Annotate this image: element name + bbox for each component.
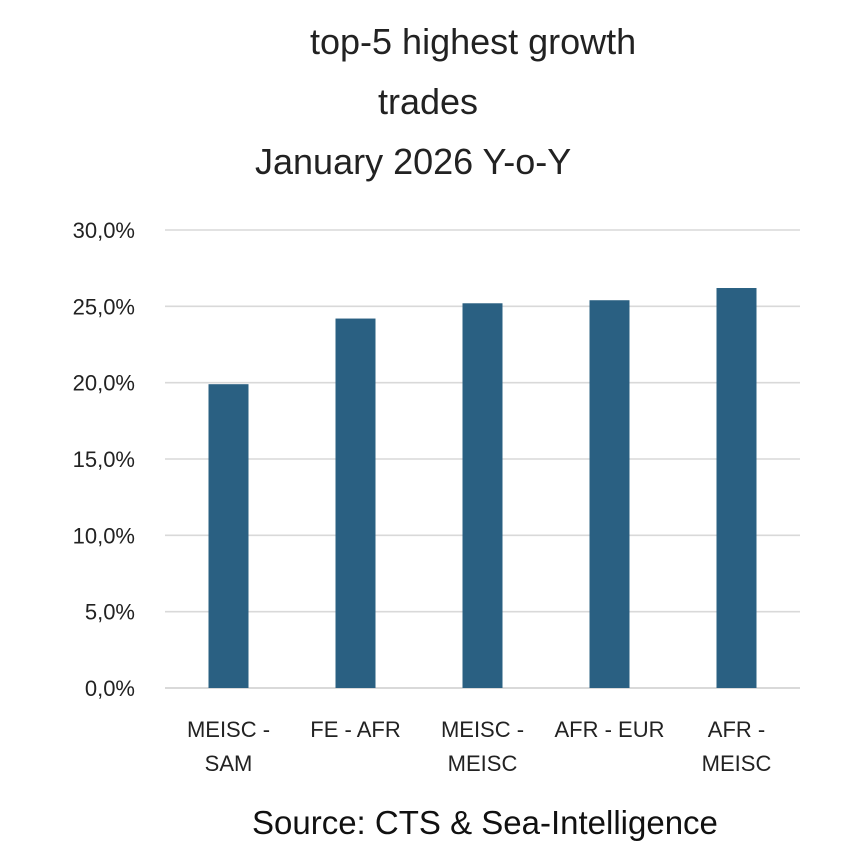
y-tick-label: 5,0% [85,600,135,625]
y-tick-label: 25,0% [73,294,135,319]
source-note: Source: CTS & Sea-Intelligence [252,804,718,841]
bar [335,318,376,688]
chart-title-line-3: January 2026 Y-o-Y [255,141,572,182]
y-tick-label: 10,0% [73,523,135,548]
x-axis-tick-labels: MEISC -SAM FE - AFR MEISC -MEISC AFR - EUR A… [187,717,772,776]
bars [208,288,757,688]
x-tick-label: FE - AFR [310,717,400,742]
chart-title-line-2: trades [378,81,479,122]
x-tick-label: AFR -MEISC [702,717,772,776]
bar [462,303,503,688]
y-tick-label: 0,0% [85,676,135,701]
x-tick-label: MEISC -MEISC [441,717,524,776]
bar [208,384,249,688]
x-tick-label: MEISC -SAM [187,717,270,776]
bar [716,288,757,688]
chart-title-line-1: top-5 highest growth [310,21,637,62]
y-tick-label: 15,0% [73,447,135,472]
y-axis-tick-labels: 0,0% 5,0% 10,0% 15,0% 20,0% 25,0% 30,0% [73,218,135,701]
y-tick-label: 30,0% [73,218,135,243]
y-tick-label: 20,0% [73,371,135,396]
bar [589,300,630,688]
x-tick-label: AFR - EUR [555,717,665,742]
